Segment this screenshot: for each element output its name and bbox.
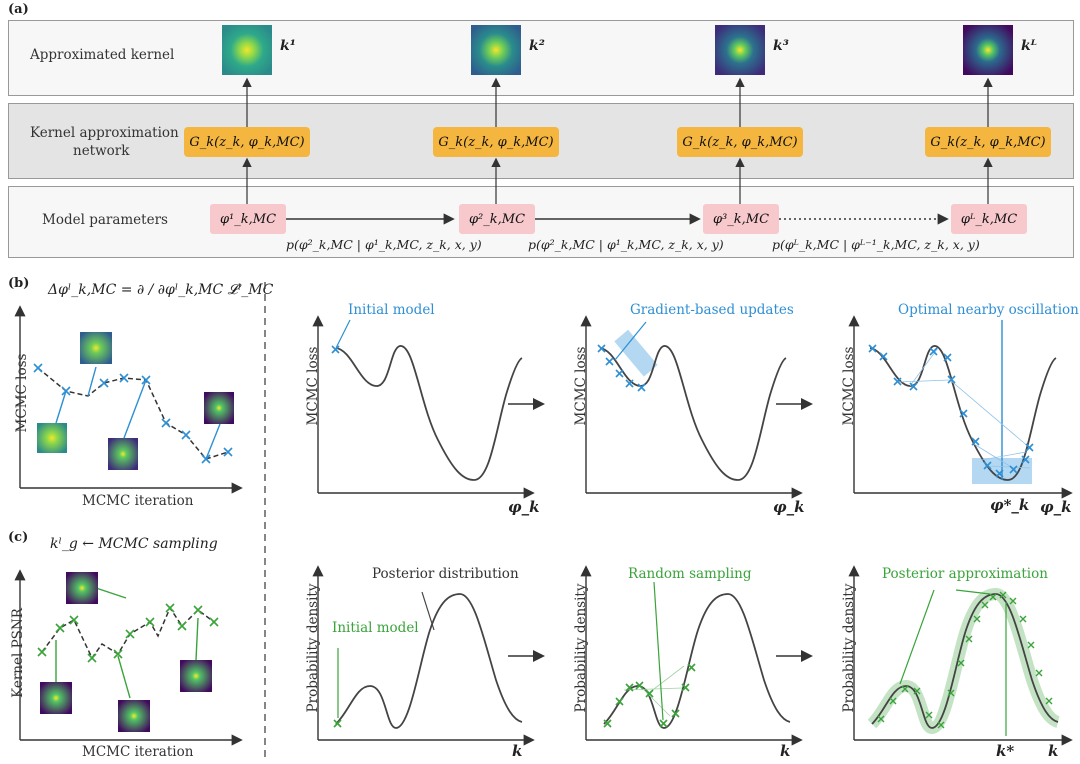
b-ylabel: MCMC loss: [14, 353, 30, 433]
b-plot1-xaxis: φ_k: [508, 498, 540, 516]
c-plot3-annot: Posterior approximation: [882, 566, 1048, 582]
b-xlabel: MCMC iteration: [82, 493, 194, 509]
kernel-label-2: k²: [529, 38, 545, 54]
c-density-curves: [312, 565, 1073, 746]
kernel-thumb-3: [715, 25, 765, 75]
c-formula: kˡ_g ← MCMC sampling: [50, 536, 218, 552]
c-plot3-xstar: k*: [996, 742, 1015, 760]
b-formula-lhs: Δφˡ_k,MC =: [48, 282, 133, 298]
c-plot2-xaxis: k: [780, 742, 791, 760]
c-iteration-plot: [14, 569, 243, 746]
kernel-thumb-1: [222, 25, 272, 75]
kernel-thumb-2: [471, 25, 521, 75]
network-box-1: G_k(z_k, φ_k,MC): [184, 127, 310, 157]
b-plot1-ylabel: MCMC loss: [305, 346, 321, 426]
row-label-network-1: Kernel approximation: [30, 125, 179, 141]
param-box-4: φᴸ_k,MC: [951, 204, 1027, 234]
panel-a-graphics: [222, 25, 1013, 225]
b-plot3-xstar: φ*_k: [990, 496, 1030, 514]
panel-a-label: (a): [8, 2, 29, 17]
row-label-kernel: Approximated kernel: [30, 47, 175, 63]
row-params: [8, 186, 1074, 258]
row-kernel: [8, 20, 1074, 96]
panel-c-label: (c): [8, 530, 29, 545]
b-plot2-ylabel: MCMC loss: [573, 346, 589, 426]
c-plot3-xaxis: k: [1048, 742, 1059, 760]
transition-3: p(φᴸ_k,MC | φᴸ⁻¹_k,MC, z_k, x, y): [772, 237, 980, 252]
network-box-4: G_k(z_k, φ_k,MC): [925, 127, 1051, 157]
b-plot3-annot: Optimal nearby oscillation: [898, 302, 1079, 318]
b-plot2-xaxis: φ_k: [773, 498, 805, 516]
transition-1: p(φ²_k,MC | φ¹_k,MC, z_k, x, y): [286, 237, 482, 252]
row-label-network-2: network: [73, 143, 130, 159]
c-plot2-annot: Random sampling: [628, 566, 752, 582]
network-box-2: G_k(z_k, φ_k,MC): [433, 127, 559, 157]
kernel-label-1: k¹: [280, 38, 296, 54]
panel-b-label: (b): [8, 276, 30, 291]
network-box-3: G_k(z_k, φ_k,MC): [677, 127, 803, 157]
b-formula: Δφˡ_k,MC = ∂ / ∂φˡ_k,MC 𝓛ˡ_MC: [48, 282, 273, 298]
c-plot1-ylabel: Probability density: [305, 583, 321, 713]
b-plot2-annot: Gradient-based updates: [630, 302, 794, 318]
b-loss-curves: [312, 315, 1073, 499]
param-box-1: φ¹_k,MC: [210, 204, 286, 234]
row-label-params: Model parameters: [42, 212, 168, 228]
param-box-3: φ³_k,MC: [703, 204, 779, 234]
kernel-thumb-4: [963, 25, 1013, 75]
c-plot1-annot-initial: Initial model: [332, 620, 419, 636]
b-plot1-annot: Initial model: [348, 302, 435, 318]
b-plot3-ylabel: MCMC loss: [841, 346, 857, 426]
c-plot1-annot-posterior: Posterior distribution: [372, 566, 519, 582]
b-formula-rhs: ∂ / ∂φˡ_k,MC 𝓛ˡ_MC: [136, 282, 274, 298]
param-box-2: φ²_k,MC: [459, 204, 535, 234]
b-plot3-xaxis: φ_k: [1040, 498, 1072, 516]
c-xlabel: MCMC iteration: [82, 744, 194, 760]
transition-2: p(φ²_k,MC | φ¹_k,MC, z_k, x, y): [528, 237, 724, 252]
kernel-label-3: k³: [773, 38, 789, 54]
dashed-separator: [264, 282, 266, 762]
c-plot3-ylabel: Probability density: [841, 583, 857, 713]
c-plot2-ylabel: Probability density: [573, 583, 589, 713]
b-iteration-plot: [14, 305, 243, 494]
kernel-label-4: kᴸ: [1021, 38, 1037, 54]
c-plot1-xaxis: k: [512, 742, 523, 760]
c-ylabel: Kernel PSNR: [10, 608, 26, 698]
